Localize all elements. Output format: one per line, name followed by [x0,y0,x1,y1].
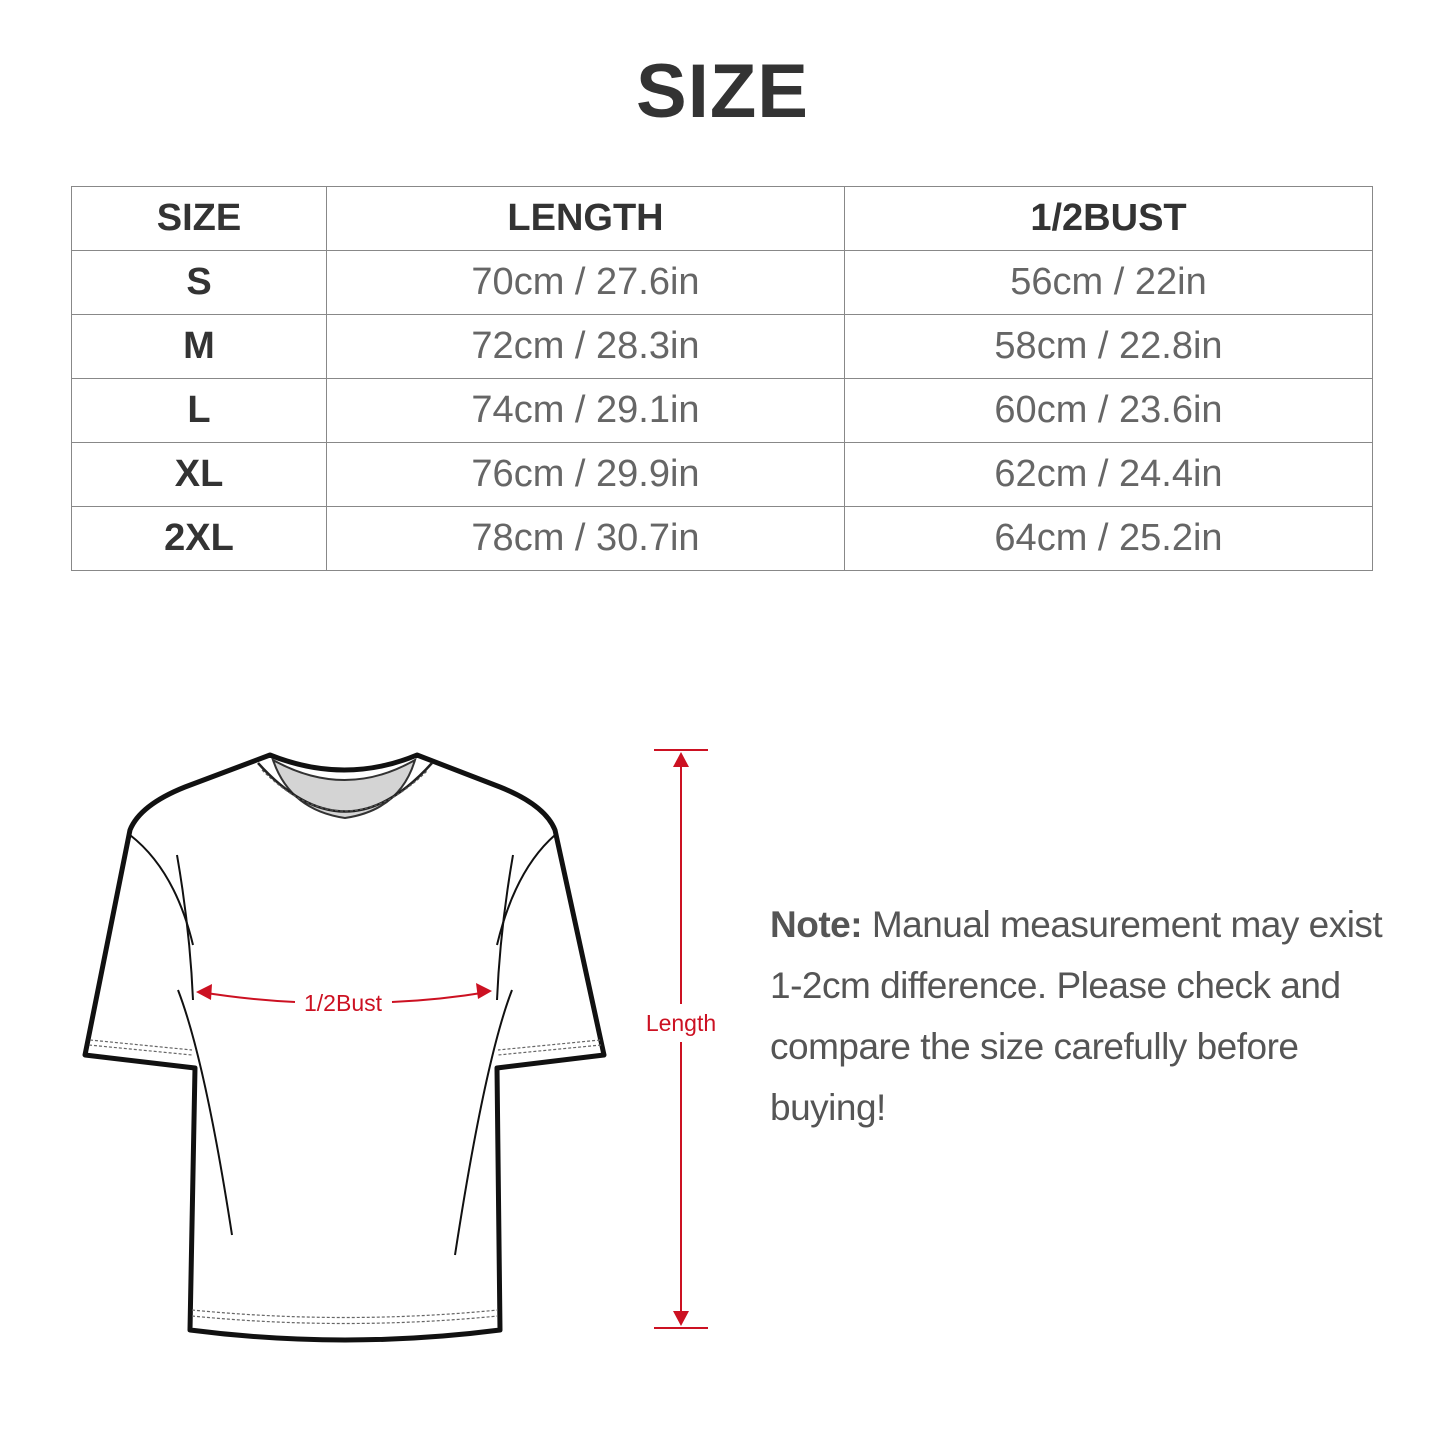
cell-size: M [71,314,327,379]
bust-label: 1/2Bust [304,990,383,1016]
cell-length: 70cm / 27.6in [326,250,845,315]
note-body: Manual measurement may exist 1-2cm diffe… [770,904,1383,1128]
table-row: XL 76cm / 29.9in 62cm / 24.4in [71,442,1373,507]
table-row: 2XL 78cm / 30.7in 64cm / 25.2in [71,506,1373,571]
cell-size: XL [71,442,327,507]
collar-band [257,762,433,813]
tshirt-outline [82,752,607,1343]
length-measure-arrow [654,749,708,1329]
length-label: Length [646,1010,716,1036]
cell-size: L [71,378,327,443]
cell-length: 72cm / 28.3in [326,314,845,379]
cell-length: 74cm / 29.1in [326,378,845,443]
table-row: L 74cm / 29.1in 60cm / 23.6in [71,378,1373,443]
cell-bust: 64cm / 25.2in [844,506,1373,571]
cell-bust: 62cm / 24.4in [844,442,1373,507]
header-bust: 1/2BUST [844,186,1373,251]
header-size: SIZE [71,186,327,251]
note-label: Note: [770,904,863,945]
page-title: SIZE [636,49,809,134]
note-text: Note: Manual measurement may exist 1-2cm… [770,894,1390,1138]
cell-size: S [71,250,327,315]
cell-bust: 56cm / 22in [844,250,1373,315]
table-row: S 70cm / 27.6in 56cm / 22in [71,250,1373,315]
cell-bust: 60cm / 23.6in [844,378,1373,443]
size-table: SIZE LENGTH 1/2BUST S 70cm / 27.6in 56cm /… [71,186,1373,571]
bust-measure-arrow [196,983,492,1003]
table-row: M 72cm / 28.3in 58cm / 22.8in [71,314,1373,379]
cell-size: 2XL [71,506,327,571]
cell-length: 76cm / 29.9in [326,442,845,507]
cell-bust: 58cm / 22.8in [844,314,1373,379]
